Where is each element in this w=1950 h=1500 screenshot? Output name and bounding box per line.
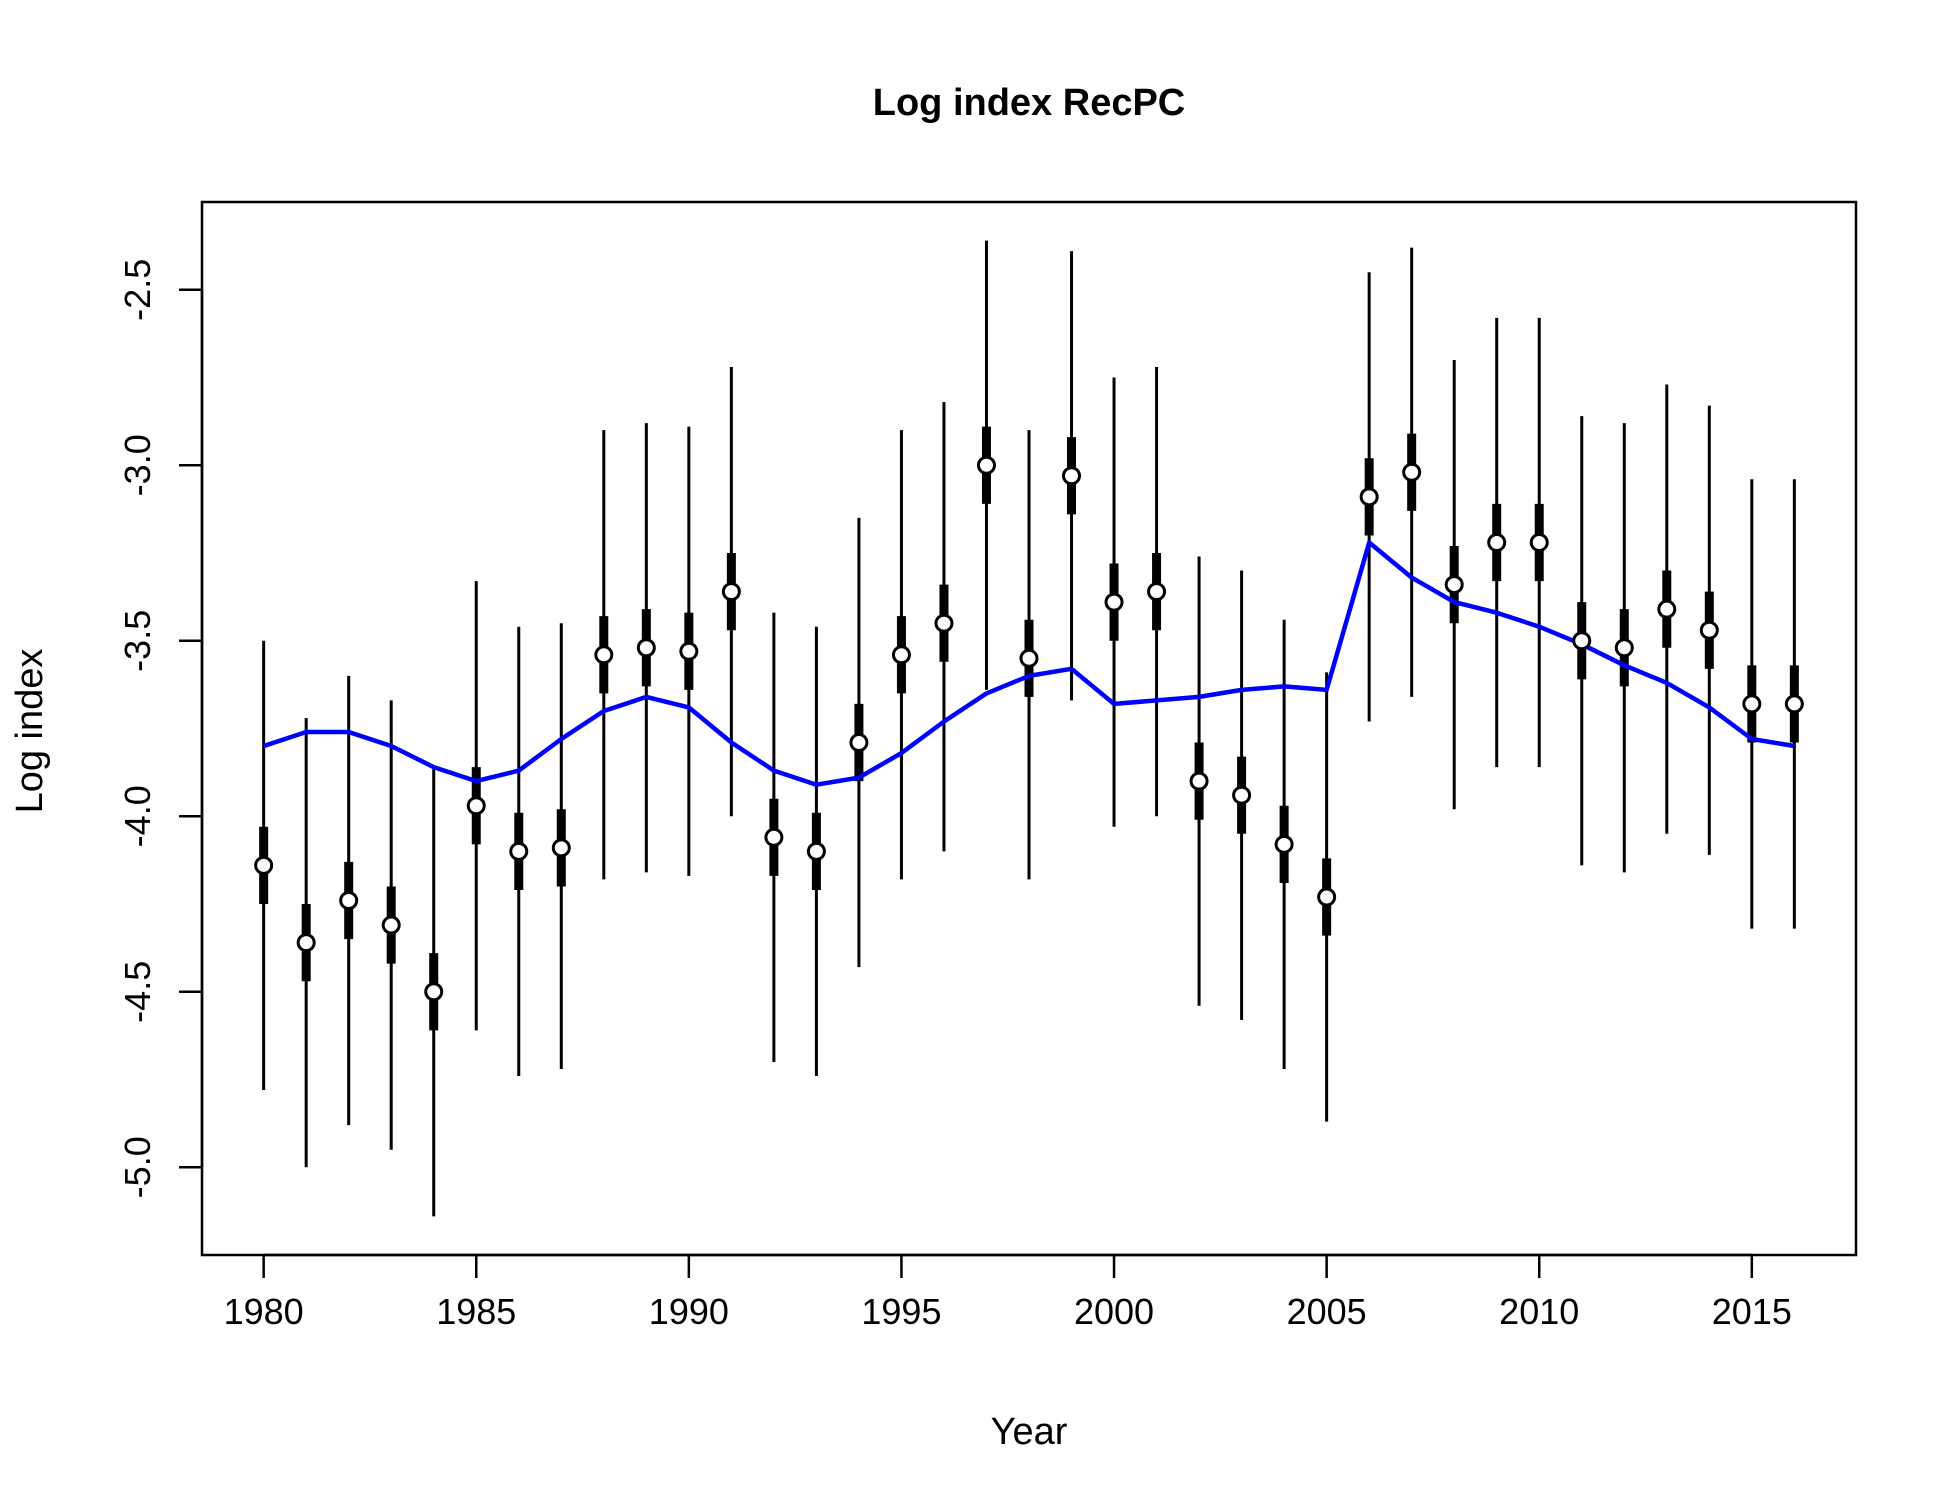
observed-point — [254, 855, 274, 875]
observed-point — [594, 645, 614, 665]
x-tick-label: 2015 — [1712, 1291, 1792, 1332]
observed-point — [339, 890, 359, 910]
observed-point — [1104, 592, 1124, 612]
plot-frame — [200, 200, 1858, 1257]
observed-point — [806, 841, 826, 861]
observed-point — [1147, 582, 1167, 602]
observed-point — [1657, 599, 1677, 619]
observed-point — [679, 641, 699, 661]
x-axis-label: Year — [991, 1411, 1068, 1453]
observed-point — [1487, 532, 1507, 552]
observed-point — [1359, 487, 1379, 507]
observed-point — [296, 933, 316, 953]
y-tick-label: -4.0 — [117, 785, 158, 847]
x-tick-label: 1995 — [861, 1291, 941, 1332]
observed-point — [1402, 462, 1422, 482]
y-tick-label: -3.5 — [117, 610, 158, 672]
observed-point — [1019, 648, 1039, 668]
observed-point — [891, 645, 911, 665]
observed-point — [976, 455, 996, 475]
observed-point — [1614, 638, 1634, 658]
observed-point — [721, 582, 741, 602]
observed-point — [381, 915, 401, 935]
observed-point — [1699, 620, 1719, 640]
observed-point — [1317, 887, 1337, 907]
y-tick-label: -5.0 — [117, 1136, 158, 1198]
x-tick-label: 2000 — [1074, 1291, 1154, 1332]
x-tick-label: 1985 — [436, 1291, 516, 1332]
y-axis-label: Log index — [9, 649, 51, 814]
y-tick-label: -3.0 — [117, 434, 158, 496]
observed-point — [1529, 532, 1549, 552]
observed-point — [934, 613, 954, 633]
observed-point — [1572, 631, 1592, 651]
chart-title: Log index RecPC — [873, 82, 1186, 124]
observed-point — [1232, 785, 1252, 805]
observed-point — [636, 638, 656, 658]
observed-point — [1062, 466, 1082, 486]
fitted-line — [262, 540, 1795, 787]
observed-point — [1784, 694, 1804, 714]
observed-point — [509, 841, 529, 861]
y-tick-label: -2.5 — [117, 259, 158, 321]
x-tick-label: 1990 — [649, 1291, 729, 1332]
observed-point — [466, 796, 486, 816]
observed-point — [849, 733, 869, 753]
plot-marks — [254, 240, 1804, 1217]
observed-point — [764, 827, 784, 847]
y-tick-label: -4.5 — [117, 961, 158, 1023]
observed-point — [551, 838, 571, 858]
observed-point — [1274, 834, 1294, 854]
observed-point — [1444, 575, 1464, 595]
observed-point — [1189, 771, 1209, 791]
x-tick-label: 2010 — [1499, 1291, 1579, 1332]
observed-point — [1742, 694, 1762, 714]
observed-point — [424, 982, 444, 1002]
x-tick-label: 1980 — [224, 1291, 304, 1332]
x-tick-label: 2005 — [1287, 1291, 1367, 1332]
